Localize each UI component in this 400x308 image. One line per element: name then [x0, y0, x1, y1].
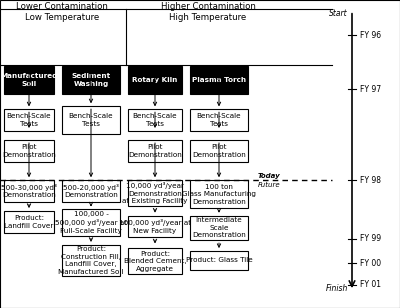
- Bar: [190, 66, 248, 94]
- Text: Intermediate
Scale
Demonstration: Intermediate Scale Demonstration: [192, 217, 246, 238]
- Bar: [62, 106, 120, 134]
- Text: FY 01: FY 01: [360, 280, 381, 290]
- Text: Product: Glass Tile: Product: Glass Tile: [186, 257, 252, 263]
- Bar: [128, 66, 182, 94]
- Bar: [4, 180, 54, 202]
- Text: Finish: Finish: [326, 284, 348, 293]
- Bar: [4, 140, 54, 162]
- Text: Manufactured
Soil: Manufactured Soil: [0, 73, 58, 87]
- Text: FY 97: FY 97: [360, 85, 381, 94]
- Text: 100 ton
Glass Manufacturing
Demonstration: 100 ton Glass Manufacturing Demonstratio…: [182, 184, 256, 205]
- Text: Bench-Scale
Tests: Bench-Scale Tests: [197, 113, 241, 127]
- Text: 10,000 yd³/year
Demonstration
at Existing Facility: 10,000 yd³/year Demonstration at Existin…: [122, 182, 188, 204]
- Bar: [128, 140, 182, 162]
- Text: Product:
Construction Fill,
Landfill Cover,
Manufactured Soil: Product: Construction Fill, Landfill Cov…: [58, 246, 124, 274]
- Text: Bench-Scale
Tests: Bench-Scale Tests: [7, 113, 51, 127]
- Text: Pilot
Demonstration: Pilot Demonstration: [2, 144, 56, 158]
- Text: Bench-Scale
Tests: Bench-Scale Tests: [133, 113, 177, 127]
- Bar: [190, 216, 248, 240]
- Bar: [190, 180, 248, 208]
- Bar: [62, 180, 120, 202]
- Text: Start: Start: [329, 9, 348, 18]
- Text: Product:
Landfill Cover: Product: Landfill Cover: [4, 215, 54, 229]
- Text: Pilot
Demonstration: Pilot Demonstration: [192, 144, 246, 158]
- Text: 100,000 yd³/year at
New Facility: 100,000 yd³/year at New Facility: [119, 219, 191, 234]
- Bar: [190, 109, 248, 131]
- Text: Today: Today: [258, 173, 281, 179]
- Bar: [62, 209, 120, 236]
- Bar: [128, 180, 182, 206]
- Bar: [4, 211, 54, 233]
- Text: 500-30,000 yd³
Demonstration: 500-30,000 yd³ Demonstration: [1, 184, 57, 198]
- Text: Future: Future: [258, 182, 281, 188]
- Text: Pilot
Demonstration: Pilot Demonstration: [128, 144, 182, 158]
- Text: 500-20,000 yd³
Demonstration: 500-20,000 yd³ Demonstration: [63, 184, 119, 198]
- Bar: [190, 140, 248, 162]
- Text: Bench-Scale
Tests: Bench-Scale Tests: [69, 113, 113, 127]
- Text: FY 98: FY 98: [360, 176, 381, 185]
- Bar: [128, 216, 182, 237]
- Bar: [190, 251, 248, 270]
- Text: FY 00: FY 00: [360, 259, 381, 268]
- Bar: [62, 66, 120, 94]
- Text: Rotary Kiln: Rotary Kiln: [132, 77, 178, 83]
- Bar: [62, 245, 120, 276]
- Bar: [128, 109, 182, 131]
- Text: FY 96: FY 96: [360, 31, 381, 40]
- Text: Sediment
Washing: Sediment Washing: [72, 73, 110, 87]
- Bar: [4, 109, 54, 131]
- Text: Lower Contamination
Low Temperature: Lower Contamination Low Temperature: [16, 2, 108, 22]
- Text: 100,000 -
500,000 yd³/year at
Full-Scale Facility: 100,000 - 500,000 yd³/year at Full-Scale…: [55, 211, 127, 234]
- Bar: [4, 66, 54, 94]
- Text: Product:
Blended Cement,
Aggregate: Product: Blended Cement, Aggregate: [124, 250, 186, 272]
- Bar: [128, 248, 182, 274]
- Text: Plasma Torch: Plasma Torch: [192, 77, 246, 83]
- Text: FY 99: FY 99: [360, 234, 381, 243]
- Text: Higher Contamination
High Temperature: Higher Contamination High Temperature: [160, 2, 256, 22]
